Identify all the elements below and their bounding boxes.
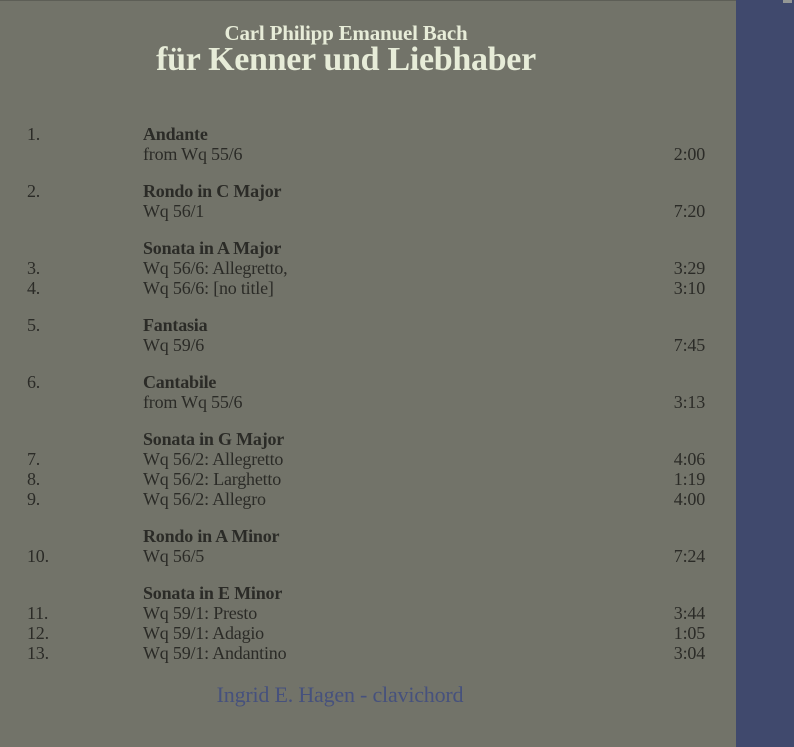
top-edge-shadow: [0, 0, 794, 1]
track-time: 7:24: [673, 546, 705, 566]
track-subtitle: Wq 56/5: [143, 546, 205, 566]
work-header-row: Sonata in E Minor: [27, 583, 705, 603]
track-row: Wq 59/6 7:45: [27, 335, 705, 355]
track-number: 10.: [27, 546, 49, 566]
track-time: 3:10: [673, 278, 705, 298]
track-number: 1.: [27, 124, 41, 144]
track-number: 4.: [27, 278, 41, 298]
work-title: Rondo in A Minor: [143, 526, 280, 546]
track-number: 3.: [27, 258, 41, 278]
work-title: Sonata in A Major: [143, 238, 282, 258]
corner-artifact: [783, 0, 792, 3]
track-title-line: Andante: [143, 124, 208, 144]
track-time: 7:20: [673, 201, 705, 221]
track-subtitle: Wq 56/2: Allegro: [143, 489, 266, 509]
track-title-line: Cantabile: [143, 372, 217, 392]
track-time: 3:04: [673, 643, 705, 663]
track-row: 7. Wq 56/2: Allegretto 4:06: [27, 449, 705, 469]
track-row: 8. Wq 56/2: Larghetto 1:19: [27, 469, 705, 489]
track-row: Wq 56/1 7:20: [27, 201, 705, 221]
track-title-line: Fantasia: [143, 315, 208, 335]
track-time: 1:05: [673, 623, 705, 643]
track-row: 3. Wq 56/6: Allegretto, 3:29: [27, 258, 705, 278]
performer-credit: Ingrid E. Hagen - clavichord: [216, 682, 464, 707]
track-number: 13.: [27, 643, 49, 663]
work-header-row: Sonata in A Major: [27, 238, 705, 258]
track-number: 11.: [27, 603, 49, 623]
track-row: 6. Cantabile: [27, 372, 705, 392]
track-title-line: Rondo in C Major: [143, 181, 282, 201]
track-time: 4:06: [673, 449, 705, 469]
track-subtitle: Wq 59/6: [143, 335, 205, 355]
track-time: 3:13: [673, 392, 705, 412]
track-row: 9. Wq 56/2: Allegro 4:00: [27, 489, 705, 509]
track-number: 8.: [27, 469, 41, 489]
track-subtitle: Wq 56/2: Allegretto: [143, 449, 284, 469]
album-artist: Carl Philipp Emanuel Bach: [224, 21, 468, 45]
track-row: 2. Rondo in C Major: [27, 181, 705, 201]
track-time: 1:19: [673, 469, 705, 489]
track-row: 4. Wq 56/6: [no title] 3:10: [27, 278, 705, 298]
work-header-row: Rondo in A Minor: [27, 526, 705, 546]
track-time: 2:00: [673, 144, 705, 164]
track-subtitle: Wq 59/1: Adagio: [143, 623, 264, 643]
track-time: 4:00: [673, 489, 705, 509]
track-row: 1. Andante: [27, 124, 705, 144]
accent-stripe: [736, 0, 794, 747]
track-number: 6.: [27, 372, 41, 392]
track-row: 12. Wq 59/1: Adagio 1:05: [27, 623, 705, 643]
track-number: 7.: [27, 449, 41, 469]
track-number: 9.: [27, 489, 41, 509]
work-header-row: Sonata in G Major: [27, 429, 705, 449]
track-row: 10. Wq 56/5 7:24: [27, 546, 705, 566]
album-title: für Kenner und Liebhaber: [156, 41, 536, 78]
track-subtitle: Wq 59/1: Presto: [143, 603, 257, 623]
track-subtitle: Wq 56/1: [143, 201, 205, 221]
track-number: 12.: [27, 623, 49, 643]
track-subtitle: Wq 59/1: Andantino: [143, 643, 287, 663]
track-subtitle: Wq 56/6: [no title]: [143, 278, 274, 298]
track-row: 13. Wq 59/1: Andantino 3:04: [27, 643, 705, 663]
track-subtitle: Wq 56/2: Larghetto: [143, 469, 282, 489]
track-subtitle: Wq 56/6: Allegretto,: [143, 258, 288, 278]
track-row: 5. Fantasia: [27, 315, 705, 335]
work-title: Sonata in G Major: [143, 429, 285, 449]
track-number: 5.: [27, 315, 41, 335]
track-row: 11. Wq 59/1: Presto 3:44: [27, 603, 705, 623]
tracklist: 1. Andante from Wq 55/6 2:00 2. Rondo in…: [27, 124, 705, 663]
track-number: 2.: [27, 181, 41, 201]
track-subtitle: from Wq 55/6: [143, 144, 243, 164]
track-subtitle: from Wq 55/6: [143, 392, 243, 412]
track-row: from Wq 55/6 2:00: [27, 144, 705, 164]
track-row: from Wq 55/6 3:13: [27, 392, 705, 412]
track-time: 3:44: [673, 603, 705, 623]
work-title: Sonata in E Minor: [143, 583, 283, 603]
track-time: 7:45: [673, 335, 705, 355]
track-time: 3:29: [673, 258, 705, 278]
